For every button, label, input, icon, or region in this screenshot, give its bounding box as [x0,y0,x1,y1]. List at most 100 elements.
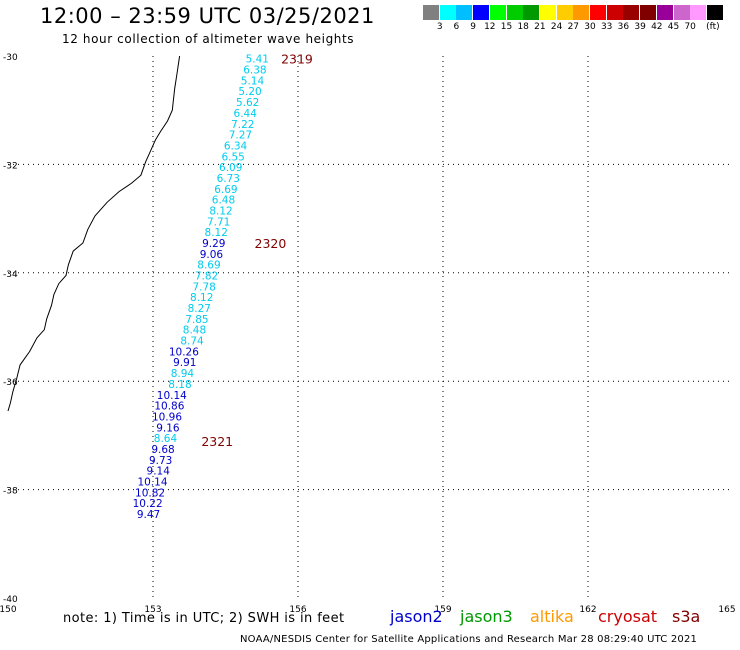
latitude-tick-label: -36 [3,378,18,388]
colorbar-tick-label: 36 [617,22,630,32]
map-title: 12:00 – 23:59 UTC 03/25/2021 [40,4,375,28]
colorbar-unit-label: (ft) [706,22,720,32]
footnote: note: 1) Time is in UTC; 2) SWH is in fe… [63,611,345,626]
legend-cryosat: cryosat [598,607,658,626]
colorbar-swatch [606,5,623,20]
wave-height-value: 6.38 [243,65,266,77]
colorbar-swatch [706,5,723,20]
wave-height-value: 8.74 [180,336,204,348]
wave-height-value: 10.14 [137,476,167,488]
colorbar-swatch [640,5,657,20]
wave-height-value: 6.55 [221,151,244,163]
colorbar-swatch [473,5,490,20]
longitude-tick-label: 165 [718,605,735,615]
colorbar-swatch [506,5,523,20]
colorbar-swatch [623,5,640,20]
colorbar-tick-label: 9 [470,22,476,32]
colorbar-tick-label: 70 [684,22,696,32]
colorbar-swatch [489,5,506,20]
latitude-tick-label: -34 [3,270,18,280]
wave-height-value: 5.20 [238,86,261,98]
colorbar-swatch [673,5,690,20]
wave-height-value: 10.26 [169,346,199,358]
coastline [7,55,181,412]
wave-height-value: 10.14 [157,390,187,402]
colorbar-tick-label: 12 [484,22,496,32]
colorbar-tick-label: 45 [667,22,680,32]
wave-height-value: 9.14 [147,466,171,478]
wave-height-value: 10.82 [135,487,165,499]
wave-height-value: 8.69 [197,260,220,272]
legend-jason3: jason3 [460,607,513,626]
pass-number-label: 2320 [255,236,287,251]
colorbar-swatch [439,5,456,20]
colorbar-tick-label: 3 [436,22,443,32]
wave-height-value: 9.73 [149,455,172,467]
map-grid [8,56,733,598]
wave-height-value: 6.69 [214,184,237,196]
wave-height-value: 7.82 [195,271,218,283]
longitude-tick-label: 162 [579,605,596,615]
wave-height-value: 8.18 [168,379,191,391]
wave-height-value: 8.48 [183,325,206,337]
pass-number-label: 2319 [281,52,313,67]
wave-height-value: 8.12 [209,205,232,217]
latitude-tick-label: -38 [3,487,18,497]
longitude-tick-label: 150 [0,605,17,615]
wave-height-value: 9.91 [173,357,196,369]
colorbar-swatch [523,5,540,20]
longitude-tick-label: 153 [144,605,161,615]
latitude-tick-label: -30 [3,53,18,63]
colorbar-swatch [539,5,556,20]
colorbar-swatch [656,5,673,20]
colorbar-tick-label: 21 [534,22,546,32]
colorbar-tick-label: 30 [584,22,596,32]
colorbar-swatch [456,5,473,20]
colorbar-tick-label: 33 [600,22,613,32]
map-subtitle: 12 hour collection of altimeter wave hei… [62,32,355,46]
credit-line: NOAA/NESDIS Center for Satellite Applica… [240,634,698,645]
wave-height-value: 10.86 [154,401,184,413]
wave-height-value: 10.22 [133,498,163,510]
wave-height-value: 7.78 [192,281,215,293]
wave-height-value: 8.64 [154,433,178,445]
colorbar-tick-label: 39 [634,22,646,32]
legend-altika: altika [530,607,574,626]
wave-height-value: 7.27 [229,130,252,142]
wave-height-value: 6.44 [234,108,258,120]
colorbar-tick-label: 6 [453,22,460,32]
wave-height-value: 7.71 [207,216,230,228]
pass-labels: 2319 2320 2321 [201,52,313,449]
legend-s3a: s3a [672,607,701,626]
wave-height-value: 6.09 [219,162,242,174]
colorbar-swatch [423,5,439,20]
latitude-tick-label: -40 [3,595,18,605]
wave-height-value: 8.12 [190,292,213,304]
wave-height-value: 7.22 [231,119,254,131]
colorbar-tick-label: 15 [500,22,513,32]
wave-height-value: 8.12 [205,227,228,239]
colorbar-tick-label: 27 [567,22,580,32]
wave-height-value: 6.34 [224,140,248,152]
colorbar-swatch [556,5,573,20]
pass-number-label: 2321 [201,434,233,449]
longitude-tick-label: 159 [434,605,451,615]
wave-height-value: 5.62 [236,97,259,109]
wave-height-observations: 5.416.385.145.205.626.447.227.276.346.55… [133,54,269,521]
latitude-tick-label: -32 [3,161,18,171]
colorbar-swatch [690,5,707,20]
wave-height-value: 9.06 [200,249,224,261]
wave-height-value: 7.85 [185,314,208,326]
wave-height-value: 6.48 [212,195,235,207]
legend-jason2: jason2 [390,607,443,626]
wave-height-value: 9.68 [151,444,174,456]
wave-height-value: 6.73 [217,173,240,185]
wave-height-value: 9.47 [137,509,160,521]
wave-height-value: 5.14 [241,75,265,87]
colorbar-swatch [590,5,606,20]
wave-height-value: 5.41 [246,54,269,66]
wave-height-value: 9.29 [202,238,225,250]
